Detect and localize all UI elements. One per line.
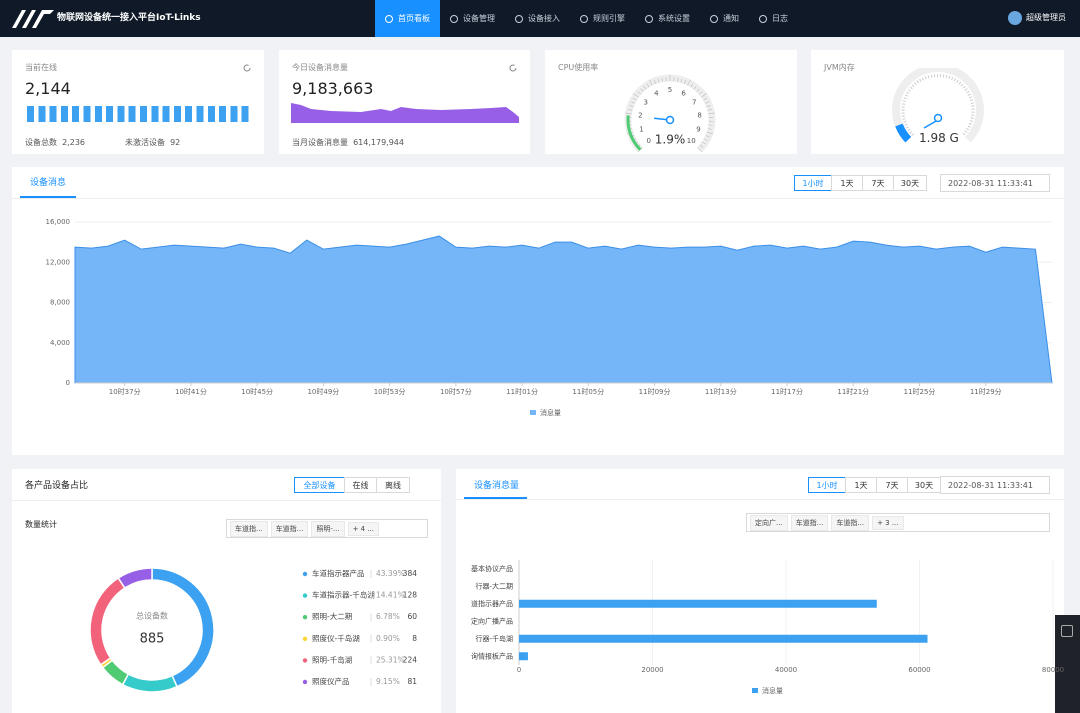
select-tag[interactable]: + 4 ... bbox=[347, 521, 380, 536]
card-title: 当前在线 bbox=[25, 63, 57, 72]
refresh-icon[interactable] bbox=[508, 63, 518, 73]
filter-group: 全部设备 在线 离线 bbox=[294, 477, 412, 493]
online-bars bbox=[27, 106, 249, 122]
nav-item[interactable]: 通知 bbox=[700, 0, 749, 37]
nav-label[interactable]: 设备管理 bbox=[463, 14, 495, 23]
nav-label[interactable]: 系统设置 bbox=[658, 14, 690, 23]
filter-button[interactable]: 在线 bbox=[344, 477, 377, 493]
nav-label[interactable]: 日志 bbox=[772, 14, 788, 23]
nav-item[interactable]: 设备管理 bbox=[440, 0, 505, 37]
footer-value: 614,179,944 bbox=[353, 138, 404, 147]
jvm-gauge bbox=[892, 68, 984, 143]
date-picker[interactable]: 2022-08-31 11:33:41 bbox=[940, 174, 1050, 192]
range-button[interactable]: 1小时 bbox=[808, 477, 846, 493]
card-title: 今日设备消息量 bbox=[292, 63, 348, 72]
select-tag[interactable]: 车道指... bbox=[270, 520, 309, 537]
footer-label: 设备总数 bbox=[25, 138, 57, 147]
message-panel: 设备消息 1小时 1天 7天 30天 2022-08-31 11:33:41 bbox=[12, 167, 1064, 455]
logo bbox=[12, 10, 54, 28]
select-tag[interactable]: 定向广... bbox=[750, 514, 788, 531]
footer-label: 当月设备消息量 bbox=[292, 138, 348, 147]
date-text[interactable]: 2022-08-31 11:33:41 bbox=[948, 178, 1033, 188]
range-button[interactable]: 1天 bbox=[845, 477, 877, 493]
avatar[interactable] bbox=[1008, 11, 1022, 25]
select-tag[interactable]: 车道指... bbox=[790, 514, 829, 531]
select-tag[interactable]: 照明-... bbox=[311, 520, 345, 537]
select-tag[interactable]: + 3 ... bbox=[872, 515, 904, 530]
range-button[interactable]: 7天 bbox=[876, 477, 908, 493]
nav-label[interactable]: 通知 bbox=[723, 14, 739, 23]
range-button[interactable]: 30天 bbox=[893, 175, 927, 191]
card-value: 9,183,663 bbox=[292, 79, 374, 98]
subtitle: 数量统计 bbox=[25, 520, 57, 529]
footer-value: 2,236 bbox=[62, 138, 85, 147]
product-select[interactable]: 定向广... 车道指... 车道指... + 3 ... bbox=[746, 513, 1050, 532]
nav-item[interactable]: 规则引擎 bbox=[570, 0, 635, 37]
nav-item[interactable]: 设备接入 bbox=[505, 0, 570, 37]
nav-item[interactable]: 系统设置 bbox=[635, 0, 700, 37]
footer-label: 未激活设备 bbox=[125, 138, 165, 147]
date-picker[interactable]: 2022-08-31 11:33:41 bbox=[940, 476, 1050, 494]
range-button[interactable]: 1小时 bbox=[794, 175, 832, 191]
card-value: 2,144 bbox=[25, 79, 71, 98]
online-card: 当前在线 2,144 设备总数 2,236 未激活设备 92 bbox=[12, 50, 264, 154]
range-button[interactable]: 30天 bbox=[907, 477, 941, 493]
messages-card: 今日设备消息量 9,183,663 当月设备消息量 614,179,944 bbox=[279, 50, 530, 154]
panel-title: 各产品设备占比 bbox=[25, 481, 89, 491]
filter-button[interactable]: 全部设备 bbox=[294, 477, 345, 493]
app-title: 物联网设备统一接入平台IoT-Links bbox=[57, 13, 201, 23]
product-panel: 各产品设备占比 全部设备 在线 离线 数量统计 车道指... 车道指... 照明… bbox=[12, 469, 441, 713]
select-tag[interactable]: 车道指... bbox=[831, 514, 870, 531]
nav: 首页看板 设备管理 设备接入 规则引擎 系统设置 通知 日志 bbox=[375, 0, 798, 37]
card-title: CPU使用率 bbox=[558, 63, 599, 72]
nav-label[interactable]: 设备接入 bbox=[528, 14, 560, 23]
filter-button[interactable]: 离线 bbox=[376, 477, 410, 493]
side-icon[interactable] bbox=[1061, 625, 1073, 637]
product-select[interactable]: 车道指... 车道指... 照明-... + 4 ... bbox=[226, 519, 428, 538]
divider bbox=[12, 198, 1064, 199]
cpu-card: CPU使用率 bbox=[545, 50, 797, 154]
refresh-icon[interactable] bbox=[242, 63, 252, 73]
tab-underline bbox=[20, 196, 76, 198]
messages-sparkline bbox=[291, 103, 519, 123]
gauge-value: 1.98 G bbox=[919, 131, 959, 145]
divider bbox=[456, 499, 1064, 500]
footer-value: 92 bbox=[170, 138, 181, 147]
panel-tab[interactable]: 设备消息 bbox=[30, 178, 67, 188]
divider bbox=[12, 500, 441, 501]
volume-panel: 设备消息量 1小时 1天 7天 30天 2022-08-31 11:33:41 … bbox=[456, 469, 1064, 713]
card-footer: 当月设备消息量 614,179,944 bbox=[292, 139, 404, 147]
panel-tab[interactable]: 设备消息量 bbox=[474, 481, 520, 491]
side-widget[interactable] bbox=[1055, 615, 1080, 713]
nav-label[interactable]: 首页看板 bbox=[398, 14, 430, 23]
date-text[interactable]: 2022-08-31 11:33:41 bbox=[948, 480, 1033, 490]
range-button[interactable]: 7天 bbox=[862, 175, 894, 191]
select-tag[interactable]: 车道指... bbox=[230, 520, 268, 537]
jvm-card: JVM内存 1.98 G bbox=[811, 50, 1064, 154]
header: 物联网设备统一接入平台IoT-Links 首页看板 设备管理 设备接入 规则引擎… bbox=[0, 0, 1080, 37]
card-title: JVM内存 bbox=[824, 63, 855, 72]
range-button[interactable]: 1天 bbox=[831, 175, 863, 191]
range-group: 1小时 1天 7天 30天 bbox=[794, 175, 928, 191]
tab-underline bbox=[464, 497, 527, 499]
card-footer: 设备总数 2,236 bbox=[25, 139, 85, 147]
card-footer: 未激活设备 92 bbox=[125, 139, 180, 147]
nav-label[interactable]: 规则引擎 bbox=[593, 14, 625, 23]
nav-item[interactable]: 日志 bbox=[749, 0, 798, 37]
range-group: 1小时 1天 7天 30天 bbox=[808, 477, 942, 493]
nav-item[interactable]: 首页看板 bbox=[375, 0, 440, 37]
user-name[interactable]: 超级管理员 bbox=[1026, 13, 1066, 22]
